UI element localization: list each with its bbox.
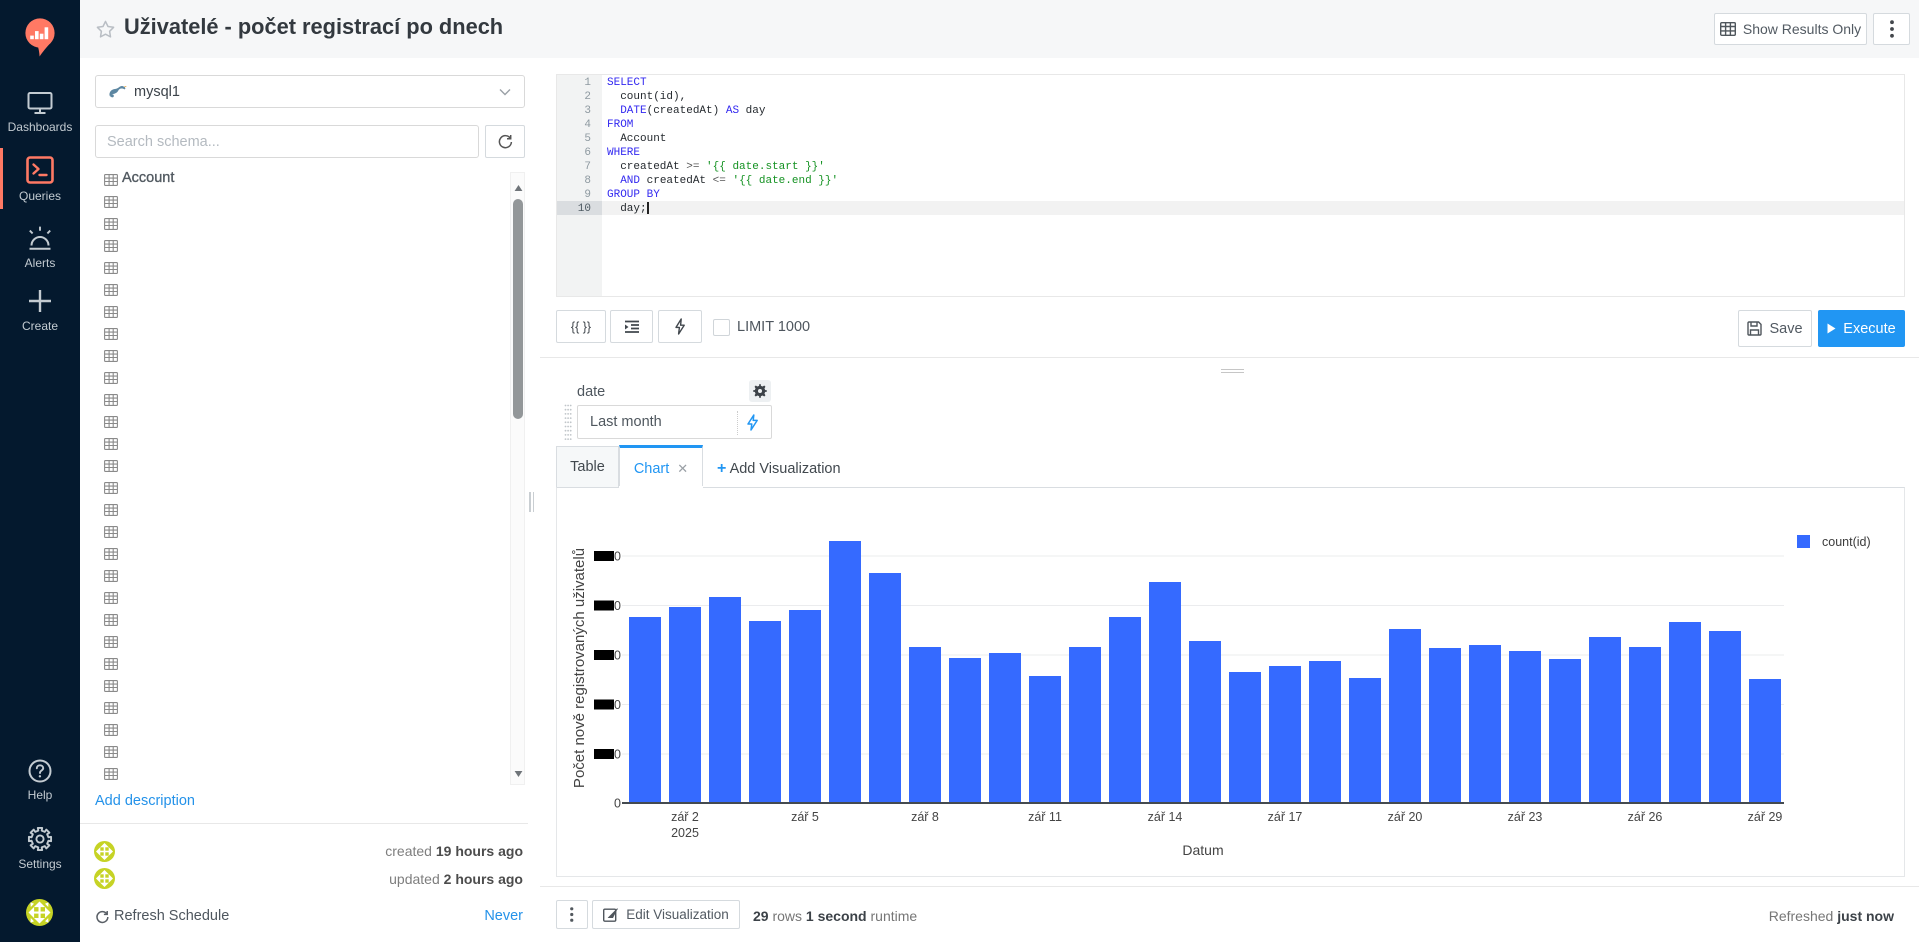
svg-text:zář 11: zář 11 xyxy=(1028,810,1062,824)
svg-text:zář 8: zář 8 xyxy=(911,810,939,824)
svg-text:zář 29: zář 29 xyxy=(1748,810,1783,824)
svg-text:2025: 2025 xyxy=(671,826,699,840)
svg-text:zář 26: zář 26 xyxy=(1628,810,1663,824)
svg-text:zář 23: zář 23 xyxy=(1508,810,1543,824)
svg-text:0: 0 xyxy=(614,550,621,564)
svg-text:0: 0 xyxy=(614,698,621,712)
svg-text:0: 0 xyxy=(614,797,621,811)
svg-text:zář 2: zář 2 xyxy=(671,810,699,824)
svg-text:count(id): count(id) xyxy=(1822,535,1871,549)
svg-text:zář 20: zář 20 xyxy=(1388,810,1423,824)
svg-text:0: 0 xyxy=(614,599,621,613)
svg-text:zář 14: zář 14 xyxy=(1148,810,1183,824)
svg-text:0: 0 xyxy=(614,748,621,762)
svg-text:0: 0 xyxy=(614,649,621,663)
svg-text:zář 17: zář 17 xyxy=(1268,810,1303,824)
svg-text:Datum: Datum xyxy=(1182,842,1223,858)
svg-text:Počet nově registrovaných uživ: Počet nově registrovaných uživatelů xyxy=(571,548,588,788)
svg-text:zář 5: zář 5 xyxy=(791,810,819,824)
